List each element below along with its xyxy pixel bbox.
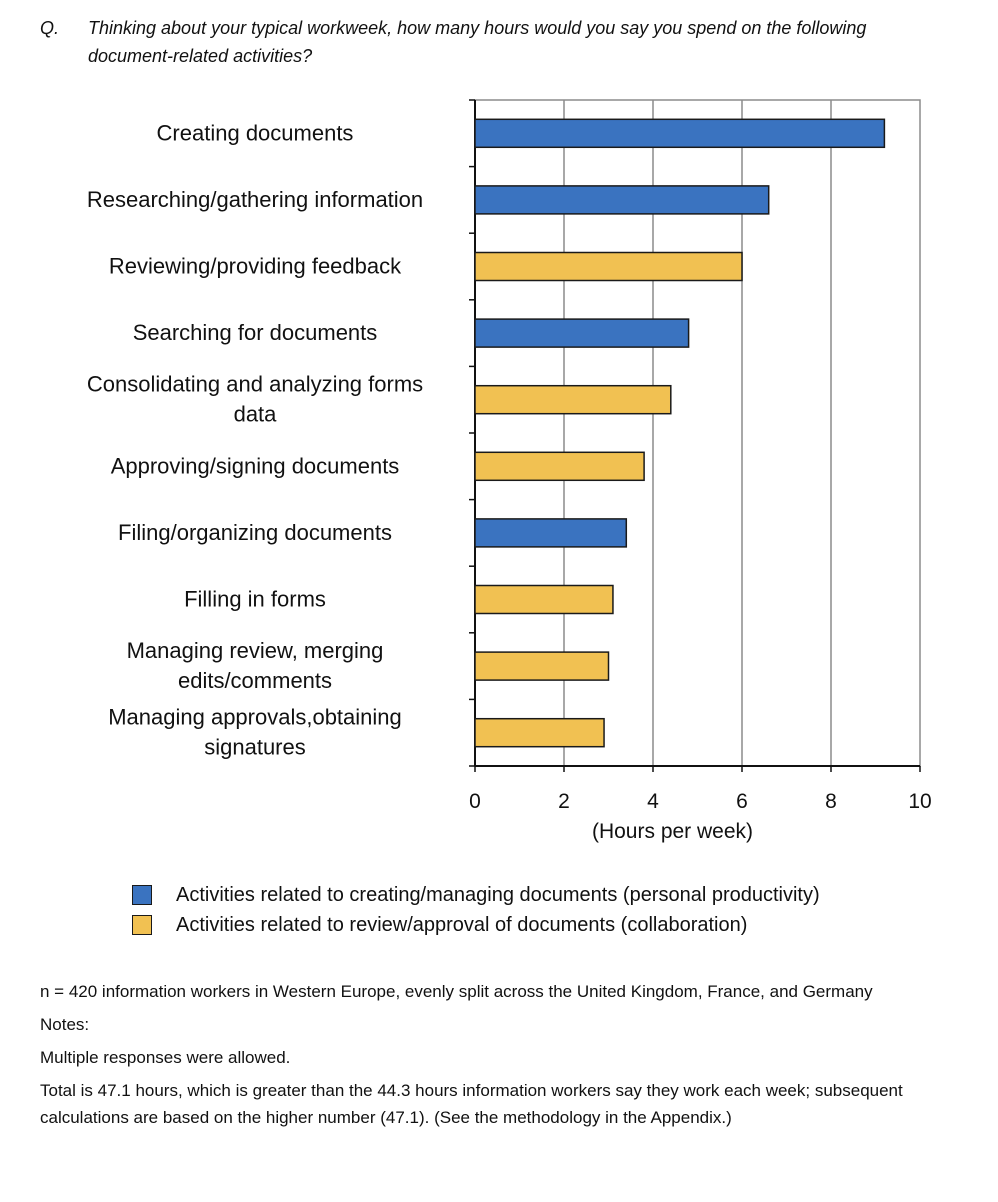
x-axis-title: (Hours per week) <box>592 820 753 843</box>
x-tick-label: 8 <box>825 790 837 813</box>
bar-chart: 0 2 4 6 8 10 (Hours per week) Creating document… <box>87 99 932 843</box>
bar <box>474 584 614 615</box>
x-tick-label: 4 <box>647 790 659 813</box>
legend-item-collab: Activities related to review/approval of… <box>132 910 820 940</box>
legend-label-collab: Activities related to review/approval of… <box>176 914 748 936</box>
bar <box>474 717 605 748</box>
category-label: Creating documents <box>157 120 354 145</box>
bar <box>474 251 743 282</box>
footnotes: n = 420 information workers in Western E… <box>40 978 940 1137</box>
bar <box>474 185 770 215</box>
x-tick-label: 2 <box>558 790 570 813</box>
x-tick-label: 0 <box>469 790 481 813</box>
category-label: Approving/signing documents <box>111 453 400 478</box>
bar <box>474 384 672 415</box>
x-tick-label: 10 <box>908 790 931 813</box>
x-tick-label: 6 <box>736 790 748 813</box>
category-label: Managing approvals,obtaining signatures <box>108 705 402 760</box>
bar <box>474 651 610 681</box>
bar <box>474 451 645 482</box>
legend-swatch-personal <box>132 885 152 905</box>
category-label: Reviewing/providing feedback <box>109 254 402 279</box>
bar <box>474 518 628 548</box>
legend-label-personal: Activities related to creating/managing … <box>176 884 820 906</box>
category-label: Researching/gathering information <box>87 187 423 212</box>
legend-swatch-collab <box>132 915 152 935</box>
multiple-responses-note: Multiple responses were allowed. <box>40 1048 291 1067</box>
legend-item-personal: Activities related to creating/managing … <box>132 880 820 910</box>
sample-note: n = 420 information workers in Western E… <box>40 982 873 1001</box>
category-label: Filing/organizing documents <box>118 520 392 545</box>
bar <box>474 118 886 149</box>
question-label: Q. <box>40 18 60 38</box>
chart-legend: Activities related to creating/managing … <box>132 880 820 940</box>
category-label: Filling in forms <box>184 587 326 612</box>
bar <box>474 318 690 348</box>
category-label: Managing review, merging edits/comments <box>127 638 384 693</box>
notes-heading: Notes: <box>40 1015 90 1034</box>
total-hours-note: Total is 47.1 hours, which is greater th… <box>40 1081 903 1127</box>
category-label: Consolidating and analyzing forms data <box>87 372 423 427</box>
category-label: Searching for documents <box>133 320 378 345</box>
question-text: Thinking about your typical workweek, ho… <box>88 18 867 66</box>
